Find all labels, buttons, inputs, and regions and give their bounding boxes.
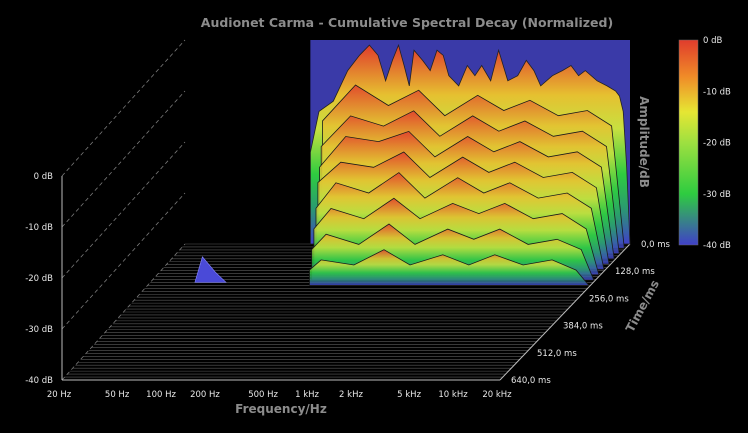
colorbar-tick-label: -20 dB xyxy=(703,139,731,149)
z-tick-label: -10 dB xyxy=(25,223,53,233)
x-tick-label: 20 Hz xyxy=(47,390,72,400)
z-tick-label: -20 dB xyxy=(25,274,53,284)
wall-gridline xyxy=(61,243,186,381)
colorbar-tick-label: -10 dB xyxy=(703,87,731,97)
x-tick-label: 100 Hz xyxy=(146,390,176,400)
y-tick-label: 0,0 ms xyxy=(641,240,670,250)
chart-title: Audionet Carma - Cumulative Spectral Dec… xyxy=(201,15,613,30)
wall-gridline xyxy=(61,90,186,228)
y-axis-line xyxy=(499,243,631,381)
z-tick-label: 0 dB xyxy=(34,172,54,182)
x-tick-label: 50 Hz xyxy=(105,390,130,400)
x-tick-label: 500 Hz xyxy=(248,390,278,400)
wall-gridline xyxy=(61,39,186,177)
colorbar-tick-label: -40 dB xyxy=(703,241,731,251)
x-tick-label: 1 kHz xyxy=(295,390,319,400)
wall-gridline xyxy=(61,141,186,279)
x-tick-label: 5 kHz xyxy=(397,390,421,400)
z-axis-title: Amplitude/dB xyxy=(637,96,651,188)
x-tick-label: 200 Hz xyxy=(190,390,220,400)
colorbar-tick-label: 0 dB xyxy=(703,36,723,46)
x-tick-label: 2 kHz xyxy=(339,390,363,400)
x-axis-title: Frequency/Hz xyxy=(235,402,327,416)
colorbar-labels: 0 dB -10 dB -20 dB -30 dB -40 dB xyxy=(703,36,731,251)
colorbar xyxy=(678,39,699,246)
y-tick-label: 640,0 ms xyxy=(511,376,551,386)
low-frequency-artifact xyxy=(194,256,227,283)
x-tick-label: 20 kHz xyxy=(482,390,512,400)
y-tick-label: 512,0 ms xyxy=(537,349,577,359)
surface-layer xyxy=(194,40,631,286)
y-tick-label: 256,0 ms xyxy=(589,294,629,304)
z-tick-label: -40 dB xyxy=(25,376,53,386)
z-tick-label: -30 dB xyxy=(25,325,53,335)
y-tick-label: 128,0 ms xyxy=(615,267,655,277)
colorbar-tick-label: -30 dB xyxy=(703,190,731,200)
spectral-slice xyxy=(309,249,590,286)
y-axis-title: Time/ms xyxy=(623,278,662,335)
label-layer: 20 Hz 50 Hz 100 Hz 200 Hz 500 Hz 1 kHz 2 kHz 5 … xyxy=(25,172,670,400)
x-tick-label: 10 kHz xyxy=(438,390,468,400)
wall-gridline xyxy=(61,192,186,330)
y-tick-label: 384,0 ms xyxy=(563,322,603,332)
